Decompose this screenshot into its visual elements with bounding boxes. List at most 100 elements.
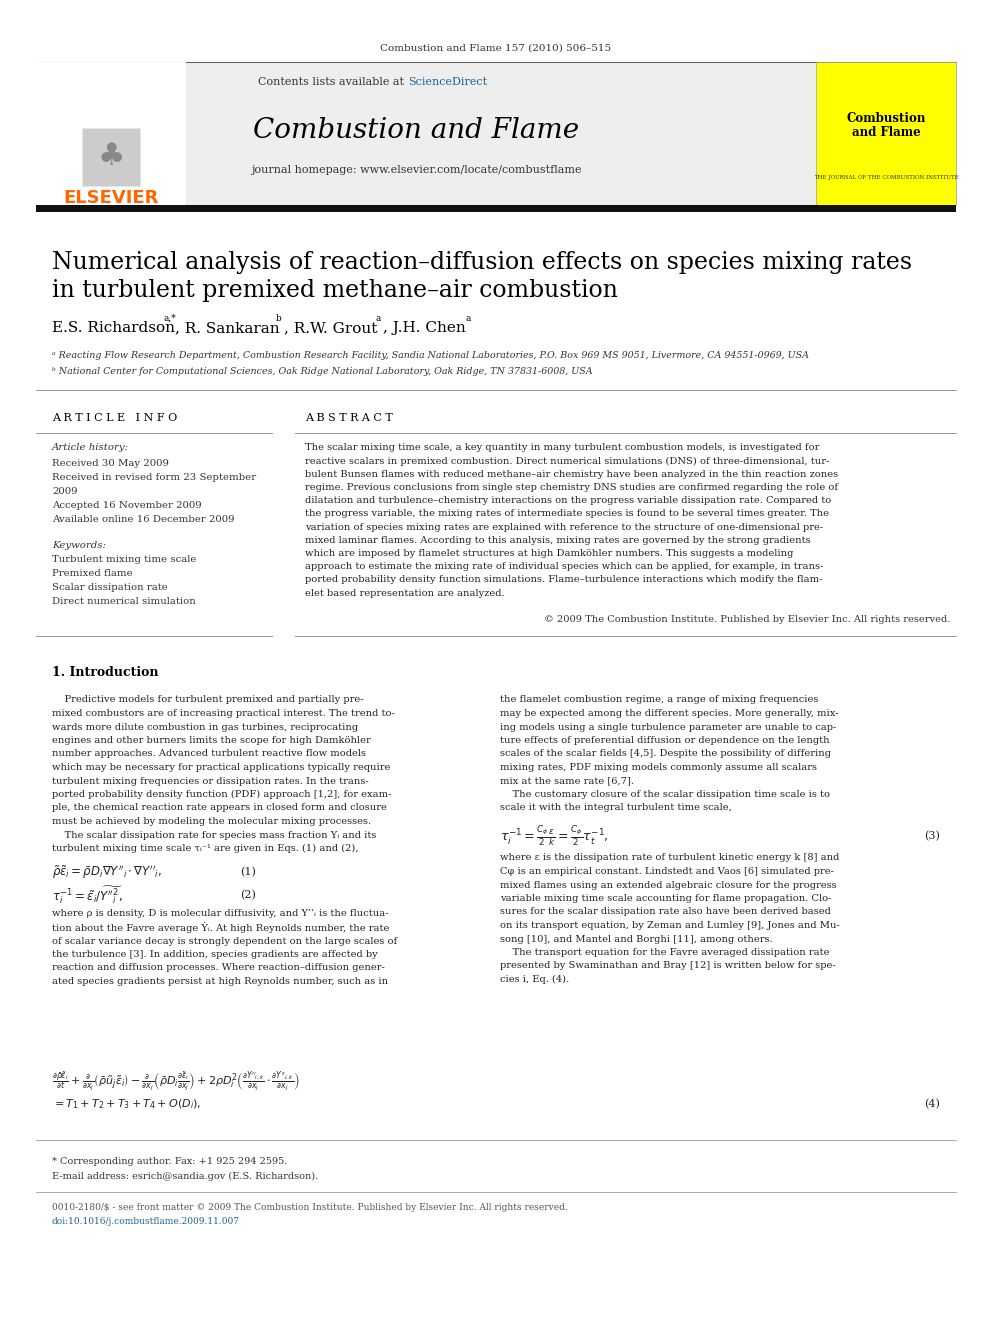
Text: A B S T R A C T: A B S T R A C T	[305, 413, 393, 423]
Text: $\tilde{\rho}\tilde{\epsilon}_i = \bar{\rho}D_i\nabla Y''_i \cdot \nabla Y''_i,$: $\tilde{\rho}\tilde{\epsilon}_i = \bar{\…	[52, 863, 162, 881]
Text: cies i, Eq. (4).: cies i, Eq. (4).	[500, 975, 569, 984]
Text: * Corresponding author. Fax: +1 925 294 2595.: * Corresponding author. Fax: +1 925 294 …	[52, 1158, 288, 1167]
Text: The transport equation for the Favre averaged dissipation rate: The transport equation for the Favre ave…	[500, 949, 829, 957]
Text: wards more dilute combustion in gas turbines, reciprocating: wards more dilute combustion in gas turb…	[52, 722, 358, 732]
Text: mix at the same rate [6,7].: mix at the same rate [6,7].	[500, 777, 634, 786]
Text: ture effects of preferential diffusion or dependence on the length: ture effects of preferential diffusion o…	[500, 736, 829, 745]
Text: A R T I C L E   I N F O: A R T I C L E I N F O	[52, 413, 178, 423]
Text: 1. Introduction: 1. Introduction	[52, 665, 159, 679]
Text: song [10], and Mantel and Borghi [11], among others.: song [10], and Mantel and Borghi [11], a…	[500, 934, 773, 943]
Text: b: b	[276, 314, 282, 323]
Text: turbulent mixing frequencies or dissipation rates. In the trans-: turbulent mixing frequencies or dissipat…	[52, 777, 369, 786]
Text: , R. Sankaran: , R. Sankaran	[175, 321, 280, 335]
Text: ing models using a single turbulence parameter are unable to cap-: ing models using a single turbulence par…	[500, 722, 836, 732]
Bar	[36, 62, 816, 205]
Text: of scalar variance decay is strongly dependent on the large scales of: of scalar variance decay is strongly dep…	[52, 937, 397, 946]
Text: , R.W. Grout: , R.W. Grout	[284, 321, 377, 335]
Text: Available online 16 December 2009: Available online 16 December 2009	[52, 515, 234, 524]
Text: Cφ is an empirical constant. Lindstedt and Vaos [6] simulated pre-: Cφ is an empirical constant. Lindstedt a…	[500, 867, 834, 876]
Text: where ρ is density, D is molecular diffusivity, and Y’’ᵢ is the fluctua-: where ρ is density, D is molecular diffu…	[52, 909, 389, 918]
Text: approach to estimate the mixing rate of individual species which can be applied,: approach to estimate the mixing rate of …	[305, 562, 823, 572]
Text: Keywords:: Keywords:	[52, 541, 106, 550]
Text: ScienceDirect: ScienceDirect	[408, 77, 487, 87]
Text: ported probability density function simulations. Flame–turbulence interactions w: ported probability density function simu…	[305, 576, 822, 585]
Text: $\frac{\partial\bar{\rho}\tilde{\epsilon}_i}{\partial t} + \frac{\partial}{\part: $\frac{\partial\bar{\rho}\tilde{\epsilon…	[52, 1070, 300, 1094]
Text: on its transport equation, by Zeman and Lumley [9], Jones and Mu-: on its transport equation, by Zeman and …	[500, 921, 840, 930]
Text: must be achieved by modeling the molecular mixing processes.: must be achieved by modeling the molecul…	[52, 818, 371, 826]
Text: ated species gradients persist at high Reynolds number, such as in: ated species gradients persist at high R…	[52, 976, 388, 986]
Text: scales of the scalar fields [4,5]. Despite the possibility of differing: scales of the scalar fields [4,5]. Despi…	[500, 750, 831, 758]
Text: ᵃ Reacting Flow Research Department, Combustion Research Facility, Sandia Nation: ᵃ Reacting Flow Research Department, Com…	[52, 352, 809, 360]
Text: (3): (3)	[925, 831, 940, 841]
Text: Accepted 16 November 2009: Accepted 16 November 2009	[52, 500, 201, 509]
Text: Numerical analysis of reaction–diffusion effects on species mixing rates: Numerical analysis of reaction–diffusion…	[52, 250, 912, 274]
Text: journal homepage: www.elsevier.com/locate/combustflame: journal homepage: www.elsevier.com/locat…	[251, 165, 581, 175]
Text: Predictive models for turbulent premixed and partially pre-: Predictive models for turbulent premixed…	[52, 696, 364, 705]
Text: (4): (4)	[925, 1099, 940, 1109]
Text: $\tau_i^{-1} = \tilde{\epsilon}_i/\widetilde{Y''^2_i},$: $\tau_i^{-1} = \tilde{\epsilon}_i/\widet…	[52, 884, 123, 906]
Text: mixed combustors are of increasing practical interest. The trend to-: mixed combustors are of increasing pract…	[52, 709, 395, 718]
Text: mixed flames using an extended algebraic closure for the progress: mixed flames using an extended algebraic…	[500, 881, 836, 889]
Bar	[36, 62, 186, 205]
Text: Scalar dissipation rate: Scalar dissipation rate	[52, 583, 168, 593]
Text: Received in revised form 23 September: Received in revised form 23 September	[52, 472, 256, 482]
Text: ♣: ♣	[97, 143, 125, 172]
Text: and Flame: and Flame	[851, 127, 921, 139]
Text: Combustion: Combustion	[846, 111, 926, 124]
Bar	[816, 62, 956, 205]
Text: reaction and diffusion processes. Where reaction–diffusion gener-: reaction and diffusion processes. Where …	[52, 963, 385, 972]
Text: turbulent mixing time scale τᵢ⁻¹ are given in Eqs. (1) and (2),: turbulent mixing time scale τᵢ⁻¹ are giv…	[52, 844, 358, 853]
Text: Combustion and Flame: Combustion and Flame	[253, 116, 579, 143]
Text: dilatation and turbulence–chemistry interactions on the progress variable dissip: dilatation and turbulence–chemistry inte…	[305, 496, 831, 505]
Text: presented by Swaminathan and Bray [12] is written below for spe-: presented by Swaminathan and Bray [12] i…	[500, 962, 835, 971]
Text: © 2009 The Combustion Institute. Published by Elsevier Inc. All rights reserved.: © 2009 The Combustion Institute. Publish…	[544, 615, 950, 624]
Text: a,*: a,*	[164, 314, 177, 323]
Text: ple, the chemical reaction rate appears in closed form and closure: ple, the chemical reaction rate appears …	[52, 803, 387, 812]
Text: ᵇ National Center for Computational Sciences, Oak Ridge National Laboratory, Oak: ᵇ National Center for Computational Scie…	[52, 366, 592, 376]
Bar	[36, 205, 956, 212]
Text: ELSEVIER: ELSEVIER	[63, 189, 159, 206]
Text: variable mixing time scale accounting for flame propagation. Clo-: variable mixing time scale accounting fo…	[500, 894, 831, 904]
Text: $= T_1 + T_2 + T_3 + T_4 + O(D_i),$: $= T_1 + T_2 + T_3 + T_4 + O(D_i),$	[52, 1097, 201, 1111]
Text: may be expected among the different species. More generally, mix-: may be expected among the different spec…	[500, 709, 838, 718]
Text: 0010-2180/$ - see front matter © 2009 The Combustion Institute. Published by Els: 0010-2180/$ - see front matter © 2009 Th…	[52, 1204, 567, 1212]
Text: (2): (2)	[240, 890, 256, 900]
Text: The customary closure of the scalar dissipation time scale is to: The customary closure of the scalar diss…	[500, 790, 830, 799]
Text: Premixed flame: Premixed flame	[52, 569, 133, 578]
Text: 2009: 2009	[52, 487, 77, 496]
Text: Combustion and Flame 157 (2010) 506–515: Combustion and Flame 157 (2010) 506–515	[381, 44, 611, 53]
Text: E-mail address: esrich@sandia.gov (E.S. Richardson).: E-mail address: esrich@sandia.gov (E.S. …	[52, 1171, 318, 1180]
Text: scale it with the integral turbulent time scale,: scale it with the integral turbulent tim…	[500, 803, 732, 812]
Text: which are imposed by flamelet structures at high Damköhler numbers. This suggest: which are imposed by flamelet structures…	[305, 549, 794, 558]
Text: variation of species mixing rates are explained with reference to the structure : variation of species mixing rates are ex…	[305, 523, 823, 532]
Text: The scalar dissipation rate for species mass fraction Yᵢ and its: The scalar dissipation rate for species …	[52, 831, 376, 840]
Text: mixing rates, PDF mixing models commonly assume all scalars: mixing rates, PDF mixing models commonly…	[500, 763, 817, 773]
Text: which may be necessary for practical applications typically require: which may be necessary for practical app…	[52, 763, 391, 773]
Text: regime. Previous conclusions from single step chemistry DNS studies are confirme: regime. Previous conclusions from single…	[305, 483, 838, 492]
Text: where ε is the dissipation rate of turbulent kinetic energy k [8] and: where ε is the dissipation rate of turbu…	[500, 853, 839, 863]
Text: the flamelet combustion regime, a range of mixing frequencies: the flamelet combustion regime, a range …	[500, 696, 818, 705]
Text: Turbulent mixing time scale: Turbulent mixing time scale	[52, 556, 196, 565]
Text: the turbulence [3]. In addition, species gradients are affected by: the turbulence [3]. In addition, species…	[52, 950, 378, 959]
Text: sures for the scalar dissipation rate also have been derived based: sures for the scalar dissipation rate al…	[500, 908, 831, 917]
Text: THE JOURNAL OF THE COMBUSTION INSTITUTE: THE JOURNAL OF THE COMBUSTION INSTITUTE	[813, 176, 958, 180]
Text: Direct numerical simulation: Direct numerical simulation	[52, 598, 195, 606]
Text: $\tau_i^{-1} = \frac{C_\phi}{2}\frac{\epsilon}{k} = \frac{C_\phi}{2}\tau_t^{-1},: $\tau_i^{-1} = \frac{C_\phi}{2}\frac{\ep…	[500, 823, 609, 849]
Text: Received 30 May 2009: Received 30 May 2009	[52, 459, 169, 467]
Text: mixed laminar flames. According to this analysis, mixing rates are governed by t: mixed laminar flames. According to this …	[305, 536, 810, 545]
Text: (1): (1)	[240, 867, 256, 877]
Text: tion about the Favre average Ẏᵢ. At high Reynolds number, the rate: tion about the Favre average Ẏᵢ. At high…	[52, 922, 390, 933]
Text: a: a	[466, 314, 471, 323]
Text: in turbulent premixed methane–air combustion: in turbulent premixed methane–air combus…	[52, 279, 618, 302]
Text: doi:10.1016/j.combustflame.2009.11.007: doi:10.1016/j.combustflame.2009.11.007	[52, 1217, 240, 1226]
Text: E.S. Richardson: E.S. Richardson	[52, 321, 175, 335]
Text: reactive scalars in premixed combustion. Direct numerical simulations (DNS) of t: reactive scalars in premixed combustion.…	[305, 456, 829, 466]
Text: ported probability density function (PDF) approach [1,2], for exam-: ported probability density function (PDF…	[52, 790, 392, 799]
Text: elet based representation are analyzed.: elet based representation are analyzed.	[305, 589, 505, 598]
Text: , J.H. Chen: , J.H. Chen	[383, 321, 466, 335]
Text: Contents lists available at: Contents lists available at	[259, 77, 408, 87]
Text: Article history:: Article history:	[52, 443, 129, 452]
Text: a: a	[375, 314, 380, 323]
Text: number approaches. Advanced turbulent reactive flow models: number approaches. Advanced turbulent re…	[52, 750, 366, 758]
Text: The scalar mixing time scale, a key quantity in many turbulent combustion models: The scalar mixing time scale, a key quan…	[305, 443, 819, 452]
